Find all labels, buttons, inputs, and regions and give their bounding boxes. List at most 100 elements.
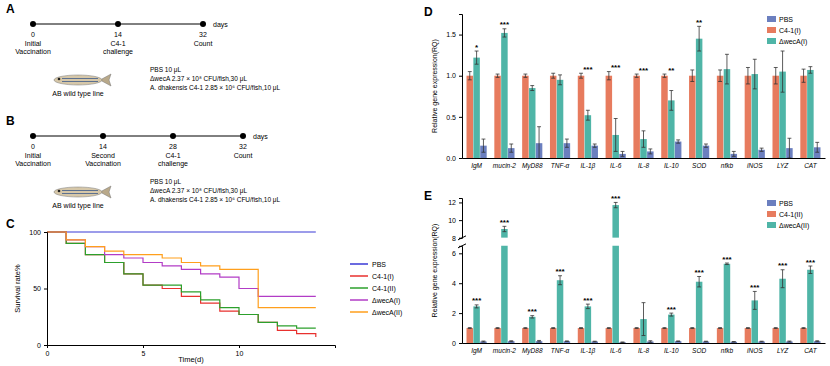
- error-bar: [565, 139, 569, 147]
- bar: [675, 142, 681, 158]
- error-bar: [676, 140, 680, 143]
- tick-label: 4: [452, 280, 456, 287]
- bar: [696, 282, 702, 343]
- plot-area: [467, 26, 821, 158]
- legend-label: PBS: [779, 200, 793, 207]
- error-bar: [648, 341, 652, 342]
- tick-mark: [459, 283, 462, 284]
- fish-body: [54, 187, 102, 197]
- legend-swatch: [350, 287, 368, 289]
- bar: [522, 76, 528, 158]
- error-bar: [523, 74, 527, 77]
- tick: mucin-2: [493, 162, 517, 169]
- tick-mark: [143, 345, 144, 348]
- bar: [473, 58, 479, 158]
- tick: TNF-α: [551, 347, 570, 354]
- error-bar: [475, 51, 479, 64]
- survival-line: [47, 232, 316, 328]
- axis-line: [459, 15, 463, 159]
- tick-label: CAT: [804, 347, 818, 354]
- legend-swatch: [350, 311, 368, 313]
- error-bar: [579, 327, 583, 329]
- x-axis: IgMmucin-2MyD88TNF-αIL-1βIL-6IL-8IL-10SO…: [463, 159, 826, 170]
- panel-label: E: [424, 189, 432, 203]
- tick-mark: [459, 35, 462, 36]
- panel-label: C: [6, 217, 15, 231]
- event-label: Initial: [25, 152, 42, 159]
- fish-icon: [54, 74, 111, 86]
- error-bar: [746, 67, 750, 83]
- tick-label: 10: [448, 217, 456, 224]
- bar: [800, 76, 806, 158]
- event-label: Second: [91, 152, 115, 159]
- tick: 0.5: [446, 114, 462, 121]
- tick-mark: [44, 232, 47, 233]
- tick: MyD88: [522, 347, 543, 355]
- bar: [745, 76, 751, 158]
- y-axis: 0246: [452, 246, 462, 346]
- error-bar: [565, 340, 569, 342]
- legend-swatch: [350, 275, 368, 277]
- error-bar: [802, 327, 806, 329]
- figure: A0InitialVaccination14C4-1challenge32Cou…: [0, 0, 830, 366]
- fish-stripe: [62, 190, 98, 191]
- legend: PBSC4-1(I)ΔwecA(I): [767, 16, 807, 46]
- legend-swatch: [767, 200, 776, 206]
- tick-label: 0.5: [446, 114, 456, 121]
- day-label: 28: [169, 143, 177, 150]
- error-bar: [746, 327, 750, 329]
- bar: [585, 115, 591, 158]
- tick: nfkb: [721, 347, 734, 354]
- bar: [578, 328, 584, 343]
- bar: [480, 342, 486, 343]
- bar: [591, 342, 597, 343]
- timeline-dot: [115, 21, 121, 27]
- bar: [717, 76, 723, 158]
- tick-label: nfkb: [721, 162, 734, 169]
- bar: [807, 70, 813, 158]
- legend: PBSC4-1(II)ΔwecA(II): [767, 200, 809, 230]
- x-axis: IgMmucin-2MyD88TNF-αIL-1βIL-6IL-8IL-10SO…: [463, 344, 826, 355]
- event-label: Count: [234, 152, 253, 159]
- error-bar: [551, 73, 555, 78]
- tick-label: 0.0: [446, 155, 456, 162]
- tick: IL-1β: [580, 162, 595, 170]
- panel-label: A: [6, 2, 15, 16]
- significance-label: ***: [722, 255, 732, 264]
- significance-label: ***: [750, 283, 760, 292]
- timeline-axis: [33, 136, 243, 137]
- event-label: Vaccination: [85, 160, 121, 167]
- error-bar: [586, 110, 590, 120]
- significance-label: ***: [583, 296, 593, 305]
- bar: [633, 328, 639, 343]
- tick: 12: [448, 199, 462, 206]
- error-bar: [760, 341, 764, 343]
- tick-mark: [459, 117, 462, 118]
- tick: 0: [46, 345, 50, 357]
- error-bar: [725, 54, 729, 84]
- bar: [807, 270, 813, 343]
- error-bar: [663, 74, 667, 77]
- tick-label: SOD: [692, 162, 706, 169]
- error-bar: [621, 151, 625, 156]
- event-label: challenge: [103, 48, 133, 56]
- error-bar: [753, 291, 757, 309]
- axis-line: [463, 158, 826, 159]
- tick-label: IL-6: [610, 162, 622, 169]
- dose-label: PBS 10 μL: [150, 66, 182, 74]
- error-bar: [753, 59, 757, 89]
- error-bar: [537, 340, 541, 341]
- error-bar: [690, 327, 694, 329]
- survival-line: [47, 231, 316, 232]
- legend-label: ΔwecA(II): [779, 222, 809, 230]
- legend-swatch: [767, 211, 776, 217]
- tick-label: 12: [448, 199, 456, 206]
- tick: 0: [452, 340, 462, 347]
- tick-label: 0: [37, 342, 41, 349]
- tick-label: MyD88: [522, 347, 543, 355]
- significance-label: ***: [806, 258, 816, 267]
- timeline-dot: [100, 133, 106, 139]
- error-bar: [718, 70, 722, 82]
- tick: nfkb: [721, 162, 734, 169]
- error-bar: [642, 303, 646, 336]
